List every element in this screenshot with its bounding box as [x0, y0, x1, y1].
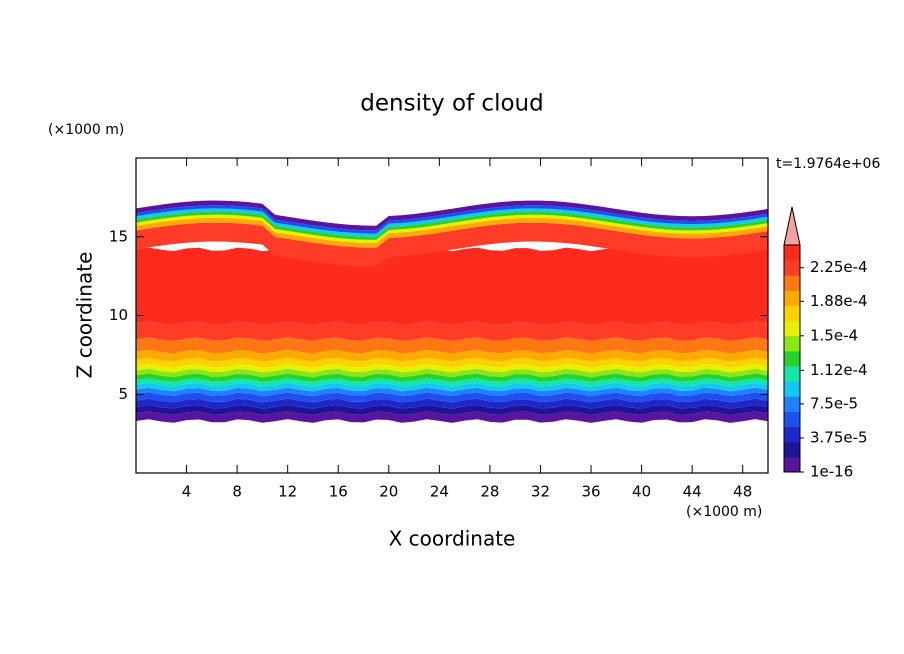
contour-band: [136, 337, 768, 354]
contour-band: [136, 217, 768, 248]
x-tick-label: 24: [430, 483, 449, 501]
colorbar-tick-label: 1.12e-4: [810, 361, 868, 379]
x-tick-label: 4: [182, 483, 192, 501]
contour-field: [136, 200, 768, 423]
colorbar-swatch: [784, 305, 800, 322]
x-tick-label: 8: [232, 483, 242, 501]
colorbar-swatch: [784, 396, 800, 412]
x-tick-label: 48: [733, 483, 752, 501]
chart-title: density of cloud: [360, 91, 543, 117]
colorbar-swatch: [784, 381, 800, 397]
colorbar-swatch: [784, 260, 800, 276]
x-tick-label: 44: [683, 483, 702, 501]
contour-band: [136, 200, 768, 231]
x-tick-label: 16: [329, 483, 348, 501]
contour-band: [136, 411, 768, 423]
contour-band: [136, 349, 768, 362]
contour-band: [136, 205, 768, 234]
colorbar-tick-label: 7.5e-5: [810, 394, 858, 412]
contour-band: [136, 378, 768, 387]
colorbar-swatch: [784, 350, 800, 367]
x-tick-label: 12: [278, 483, 297, 501]
colorbar-tick-label: 1.88e-4: [810, 292, 868, 310]
contour-band: [136, 392, 768, 403]
colorbar-swatch: [784, 245, 800, 261]
colorbar-swatch: [784, 275, 800, 291]
colorbar-swatch: [784, 456, 800, 473]
y-tick-label: 15: [109, 227, 128, 245]
contour-band: [136, 214, 768, 243]
x-tick-label: 20: [379, 483, 398, 501]
x-tick-label: 36: [581, 483, 600, 501]
colorbar-extend: [783, 206, 801, 246]
y-tick-label: 10: [109, 306, 128, 324]
colorbar-tick-label: 3.75e-5: [810, 428, 868, 446]
x-tick-label: 40: [632, 483, 651, 501]
colorbar-tick-label: 1e-16: [810, 463, 853, 481]
time-annotation: t=1.9764e+06: [776, 156, 880, 172]
contour-band: [136, 387, 768, 397]
y-unit: (×1000 m): [48, 122, 124, 138]
contour-band: [136, 382, 768, 392]
contour-band: [136, 405, 768, 415]
colorbar-swatch: [784, 366, 800, 382]
x-tick-label: 28: [480, 483, 499, 501]
contour-band: [136, 368, 768, 378]
contour-band: [136, 364, 768, 373]
colorbar-frame: [783, 244, 801, 473]
x-tick-label: 32: [531, 483, 550, 501]
contour-band: [136, 222, 768, 267]
contour-band: [136, 373, 768, 382]
colorbar-swatch: [784, 290, 800, 307]
x-axis-label: X coordinate: [389, 527, 516, 551]
contour-band: [136, 321, 768, 341]
y-axis-label: Z coordinate: [73, 252, 97, 379]
y-tick-label: 5: [118, 385, 128, 403]
colorbar-tick-label: 1.5e-4: [810, 326, 858, 344]
colorbar-swatch: [784, 426, 800, 443]
contour-band: [136, 357, 768, 368]
colorbar-swatch: [784, 320, 800, 337]
colorbar-swatch: [784, 441, 800, 458]
contour-band: [136, 211, 768, 240]
contour-band: [136, 208, 768, 237]
x-unit: (×1000 m): [686, 504, 762, 520]
contour-band: [136, 398, 768, 409]
contour-band: [136, 247, 768, 326]
colorbar-swatch: [784, 335, 800, 352]
colorbar-tick-label: 2.25e-4: [810, 258, 868, 276]
colorbar-swatch: [784, 411, 800, 428]
